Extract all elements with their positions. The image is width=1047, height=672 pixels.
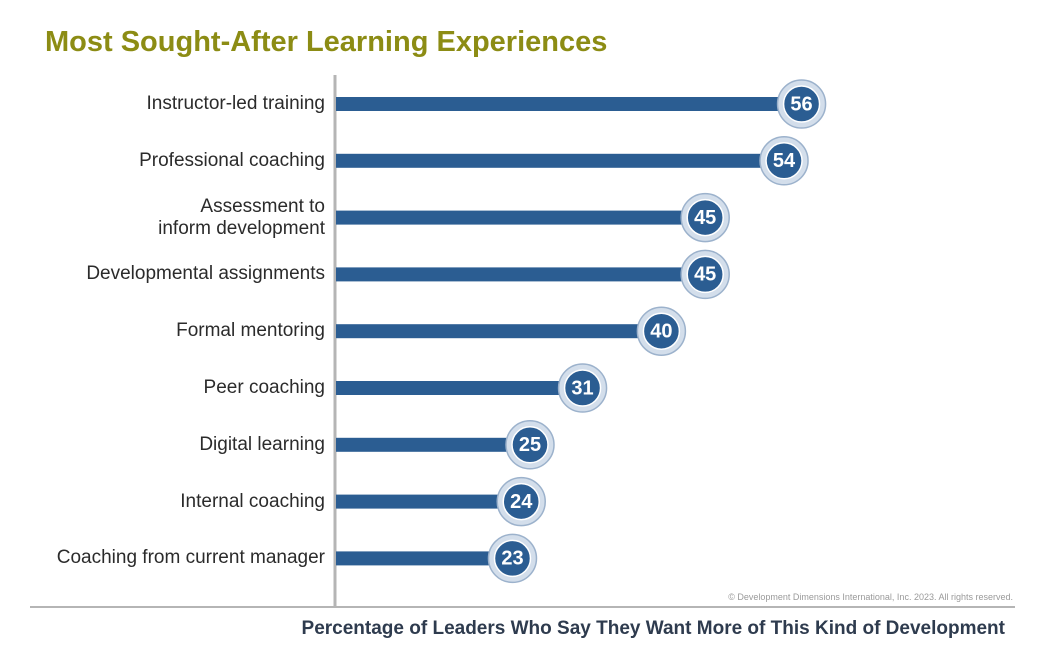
chart-title: Most Sought-After Learning Experiences [45,26,608,58]
bar [336,437,530,452]
value-label: 24 [510,491,533,513]
category-label: Instructor-led training [146,93,325,114]
value-label: 45 [694,264,716,286]
value-dot [686,198,724,237]
category-label: Coaching from current manager [56,547,325,569]
value-dot [642,312,681,350]
category-label: Peer coaching [203,377,325,398]
bar [336,210,706,225]
value-dot [782,85,821,123]
value-label: 45 [694,207,716,229]
bar [336,97,802,111]
value-dot [502,482,540,521]
category-label: Internal coaching [180,490,325,512]
category-label: Professional coaching [139,149,325,171]
value-dot [493,539,532,578]
value-label: 25 [519,434,541,456]
value-dot [563,369,602,407]
bar [336,324,662,339]
value-dot [765,142,803,180]
category-label: Assessment to inform development [158,195,325,239]
category-label: Digital learning [199,433,325,455]
footnote: © Development Dimensions International, … [728,592,1013,602]
value-label: 31 [571,377,593,399]
value-label: 54 [773,150,796,172]
bar [336,551,513,566]
category-label: Developmental assignments [86,263,325,285]
bar [336,153,785,168]
x-axis-label: Percentage of Leaders Who Say They Want … [301,618,1005,639]
value-dot [511,426,549,464]
value-label: 56 [790,93,812,115]
bar [336,267,706,282]
bar [336,381,583,395]
value-label: 23 [501,548,523,570]
bar [336,494,522,509]
value-dot [686,255,724,294]
category-label: Formal mentoring [176,320,325,342]
value-label: 40 [650,320,672,342]
